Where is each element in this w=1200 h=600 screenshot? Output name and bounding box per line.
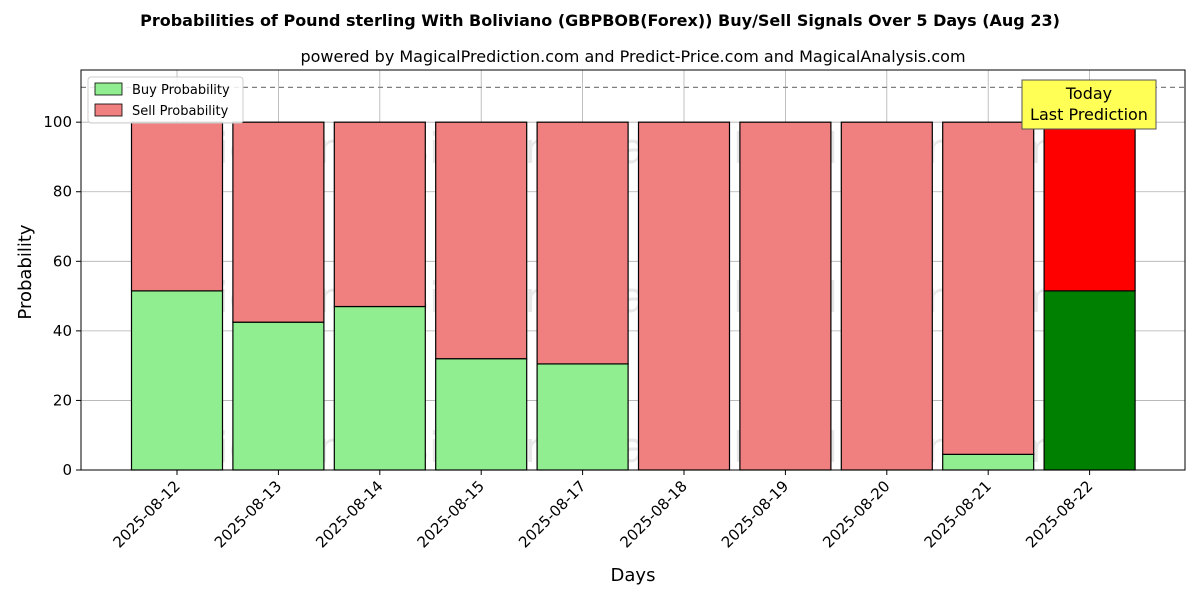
annotation-box xyxy=(1021,79,1157,130)
bar-sell-2025-08-21 xyxy=(942,121,1035,455)
chart-title: Probabilities of Pound sterling With Bol… xyxy=(140,11,1060,30)
x-tick-label: 2025-08-15 xyxy=(414,477,488,551)
chart-subtitle: powered by MagicalPrediction.com and Pre… xyxy=(300,47,965,66)
bar-buy-2025-08-13 xyxy=(232,321,325,471)
bar-buy-2025-08-12 xyxy=(130,290,224,471)
annotation-line-1: Today xyxy=(1065,84,1112,103)
bars xyxy=(130,121,1136,471)
legend-swatch-sell xyxy=(94,103,123,117)
bar-sell-2025-08-14 xyxy=(333,121,426,308)
legend-swatch-buy xyxy=(94,82,123,96)
bar-buy-2025-08-14 xyxy=(333,305,426,471)
x-tick-label: 2025-08-17 xyxy=(515,477,589,551)
bar-buy-2025-08-22 xyxy=(1043,290,1136,471)
plot-area xyxy=(80,69,1186,471)
legend: Buy Probability Sell Probability xyxy=(87,76,244,124)
x-tick-label: 2025-08-21 xyxy=(921,477,995,551)
bar-sell-2025-08-18 xyxy=(637,121,731,471)
legend-label-sell: Sell Probability xyxy=(132,104,229,119)
x-tick-label: 2025-08-14 xyxy=(312,477,386,551)
bar-sell-2025-08-15 xyxy=(435,121,528,360)
y-tick-label: 100 xyxy=(43,113,72,131)
y-tick-label: 0 xyxy=(62,461,72,479)
bar-buy-2025-08-21 xyxy=(942,453,1035,471)
x-tick-label: 2025-08-13 xyxy=(211,477,285,551)
bar-sell-2025-08-13 xyxy=(232,121,325,323)
bar-sell-2025-08-19 xyxy=(739,121,832,471)
legend-label-buy: Buy Probability xyxy=(132,83,230,98)
y-tick-label: 40 xyxy=(53,322,72,340)
bar-buy-2025-08-17 xyxy=(536,363,629,471)
y-tick-label: 80 xyxy=(53,183,72,201)
bar-buy-2025-08-15 xyxy=(435,358,528,471)
bar-sell-2025-08-22 xyxy=(1043,121,1136,292)
bar-sell-2025-08-20 xyxy=(840,121,933,471)
x-tick-label: 2025-08-22 xyxy=(1022,477,1096,551)
x-axis-label: Days xyxy=(611,565,656,586)
bar-sell-2025-08-12 xyxy=(130,121,224,292)
today-annotation: Today Last Prediction xyxy=(1021,79,1157,130)
legend-box xyxy=(87,76,244,124)
annotation-line-2: Last Prediction xyxy=(1030,105,1148,124)
y-axis-label: Probability xyxy=(15,224,36,319)
y-tick-label: 60 xyxy=(53,252,72,270)
x-tick-label: 2025-08-12 xyxy=(109,477,183,551)
x-tick-label: 2025-08-18 xyxy=(616,477,690,551)
x-tick-label: 2025-08-19 xyxy=(718,477,792,551)
x-tick-label: 2025-08-20 xyxy=(819,477,893,551)
bar-sell-2025-08-17 xyxy=(536,121,629,365)
y-tick-label: 20 xyxy=(53,391,72,409)
